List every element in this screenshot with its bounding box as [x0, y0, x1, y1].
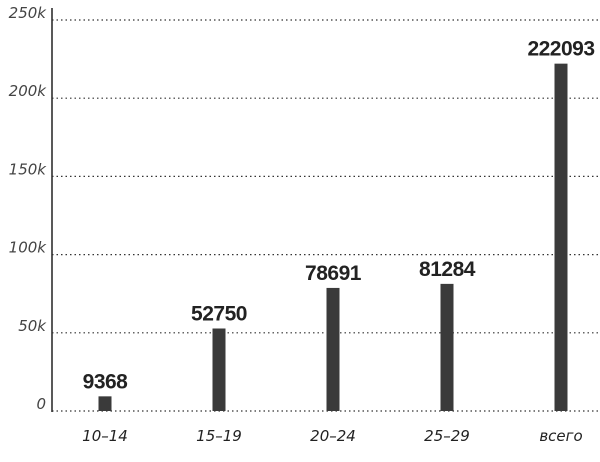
value-label: 222093 — [527, 38, 594, 61]
value-label: 52750 — [191, 302, 247, 325]
y-tick-label: 150k — [9, 160, 48, 178]
x-tick-label: 15–19 — [196, 427, 242, 445]
bar — [98, 396, 112, 411]
y-tick-label: 0 — [36, 395, 46, 413]
y-tick-label: 100k — [9, 239, 48, 257]
bar — [326, 287, 340, 411]
x-tick-label: 20–24 — [310, 427, 356, 445]
value-label: 9368 — [83, 370, 129, 393]
bar — [440, 283, 454, 411]
y-tick-label: 250k — [9, 4, 48, 22]
bar — [212, 328, 226, 411]
y-tick-label: 50k — [18, 317, 47, 335]
x-tick-label: всего — [539, 427, 582, 445]
x-tick-label: 25–29 — [424, 427, 470, 445]
value-label: 78691 — [305, 262, 362, 285]
value-label: 81284 — [419, 258, 476, 281]
bar — [554, 63, 568, 412]
y-tick-label: 200k — [9, 82, 48, 100]
x-tick-label: 10–14 — [82, 427, 128, 445]
